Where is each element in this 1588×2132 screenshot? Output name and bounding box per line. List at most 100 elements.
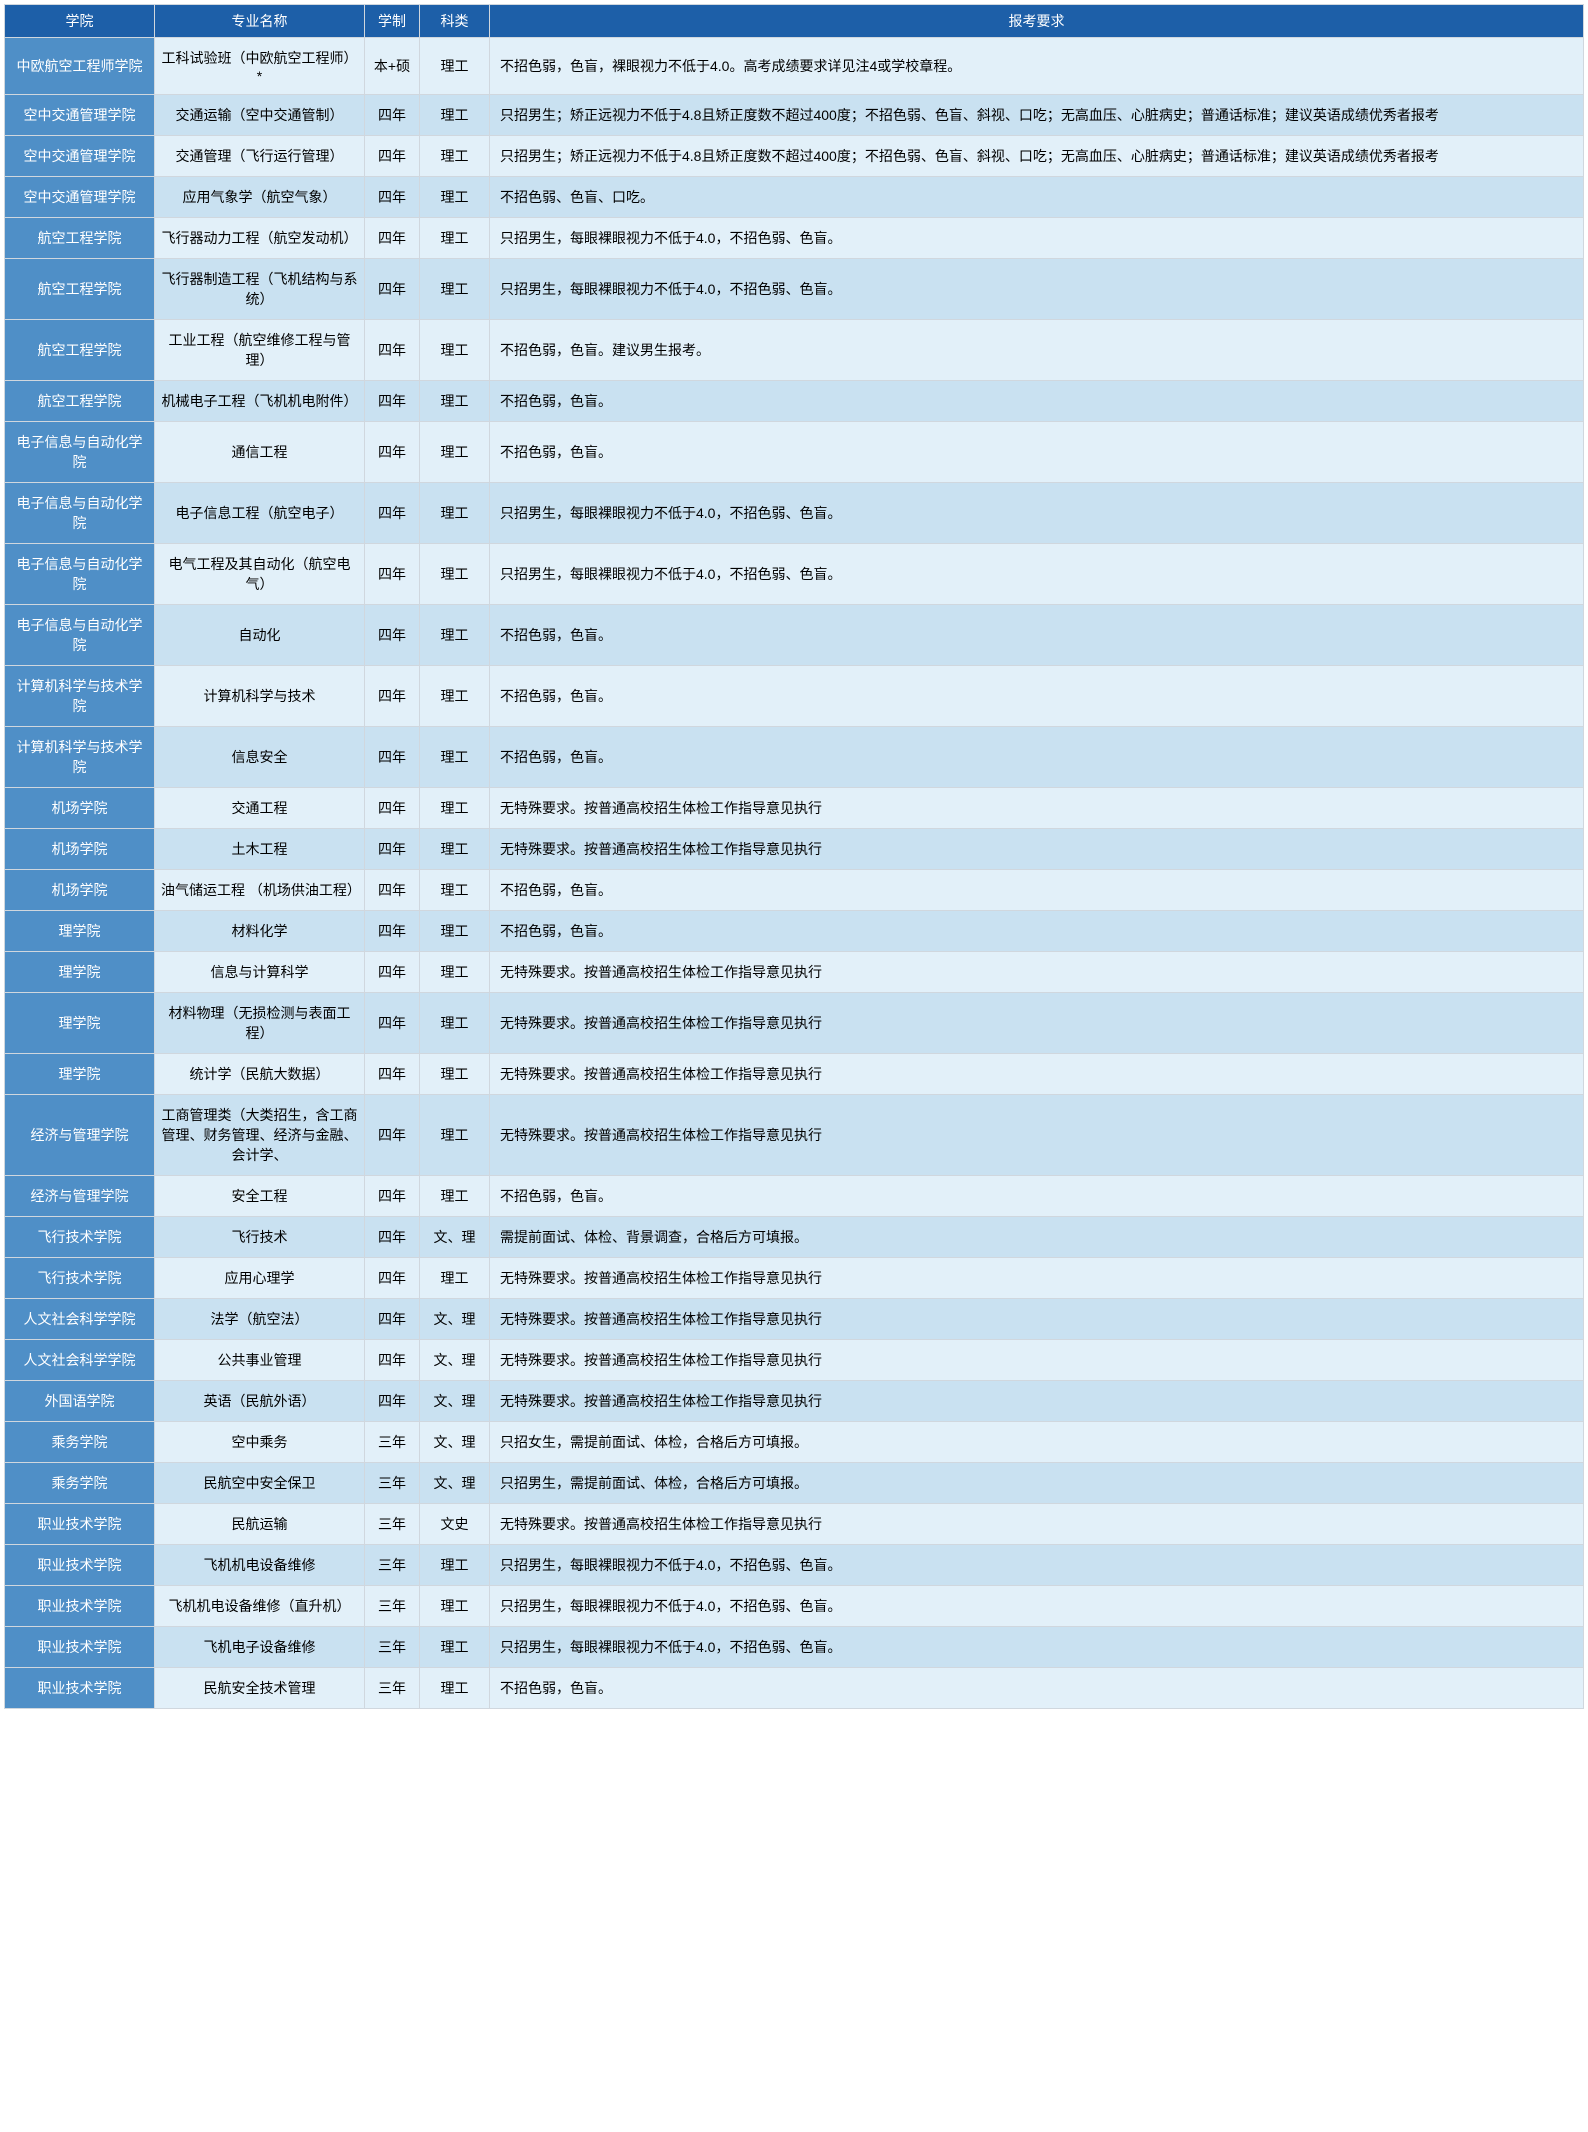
- cell-category: 理工: [420, 218, 490, 259]
- cell-major: 空中乘务: [155, 1422, 365, 1463]
- cell-college: 电子信息与自动化学院: [5, 483, 155, 544]
- cell-requirement: 只招男生，每眼裸眼视力不低于4.0，不招色弱、色盲。: [490, 483, 1584, 544]
- cell-major: 信息安全: [155, 727, 365, 788]
- cell-major: 应用气象学（航空气象）: [155, 177, 365, 218]
- cell-major: 材料化学: [155, 911, 365, 952]
- cell-category: 理工: [420, 727, 490, 788]
- cell-duration: 四年: [365, 177, 420, 218]
- cell-category: 文、理: [420, 1422, 490, 1463]
- cell-college: 理学院: [5, 952, 155, 993]
- table-body: 中欧航空工程师学院工科试验班（中欧航空工程师）*本+硕理工不招色弱，色盲，裸眼视…: [5, 38, 1584, 1709]
- cell-major: 信息与计算科学: [155, 952, 365, 993]
- cell-duration: 四年: [365, 544, 420, 605]
- cell-category: 理工: [420, 1668, 490, 1709]
- cell-requirement: 无特殊要求。按普通高校招生体检工作指导意见执行: [490, 1340, 1584, 1381]
- cell-college: 空中交通管理学院: [5, 177, 155, 218]
- cell-college: 外国语学院: [5, 1381, 155, 1422]
- cell-college: 职业技术学院: [5, 1504, 155, 1545]
- cell-category: 文、理: [420, 1299, 490, 1340]
- table-row: 人文社会科学学院法学（航空法）四年文、理无特殊要求。按普通高校招生体检工作指导意…: [5, 1299, 1584, 1340]
- cell-requirement: 只招女生，需提前面试、体检，合格后方可填报。: [490, 1422, 1584, 1463]
- cell-requirement: 无特殊要求。按普通高校招生体检工作指导意见执行: [490, 1095, 1584, 1176]
- cell-duration: 三年: [365, 1668, 420, 1709]
- cell-requirement: 无特殊要求。按普通高校招生体检工作指导意见执行: [490, 993, 1584, 1054]
- cell-college: 空中交通管理学院: [5, 136, 155, 177]
- table-row: 职业技术学院飞机机电设备维修（直升机）三年理工只招男生，每眼裸眼视力不低于4.0…: [5, 1586, 1584, 1627]
- cell-college: 飞行技术学院: [5, 1217, 155, 1258]
- cell-duration: 三年: [365, 1504, 420, 1545]
- cell-college: 电子信息与自动化学院: [5, 605, 155, 666]
- header-requirement: 报考要求: [490, 5, 1584, 38]
- cell-category: 理工: [420, 1545, 490, 1586]
- header-category: 科类: [420, 5, 490, 38]
- cell-duration: 四年: [365, 422, 420, 483]
- cell-category: 理工: [420, 1176, 490, 1217]
- cell-requirement: 只招男生，每眼裸眼视力不低于4.0，不招色弱、色盲。: [490, 218, 1584, 259]
- cell-college: 电子信息与自动化学院: [5, 544, 155, 605]
- cell-duration: 四年: [365, 1176, 420, 1217]
- table-row: 机场学院交通工程四年理工无特殊要求。按普通高校招生体检工作指导意见执行: [5, 788, 1584, 829]
- cell-major: 民航运输: [155, 1504, 365, 1545]
- cell-category: 理工: [420, 1258, 490, 1299]
- table-row: 电子信息与自动化学院自动化四年理工不招色弱，色盲。: [5, 605, 1584, 666]
- cell-major: 计算机科学与技术: [155, 666, 365, 727]
- cell-college: 中欧航空工程师学院: [5, 38, 155, 95]
- cell-category: 理工: [420, 38, 490, 95]
- cell-category: 理工: [420, 381, 490, 422]
- cell-category: 理工: [420, 870, 490, 911]
- cell-category: 理工: [420, 320, 490, 381]
- cell-major: 飞机机电设备维修（直升机）: [155, 1586, 365, 1627]
- cell-requirement: 无特殊要求。按普通高校招生体检工作指导意见执行: [490, 1381, 1584, 1422]
- table-row: 飞行技术学院飞行技术四年文、理需提前面试、体检、背景调查，合格后方可填报。: [5, 1217, 1584, 1258]
- table-row: 航空工程学院机械电子工程（飞机机电附件）四年理工不招色弱，色盲。: [5, 381, 1584, 422]
- cell-duration: 三年: [365, 1627, 420, 1668]
- cell-category: 文、理: [420, 1381, 490, 1422]
- cell-major: 统计学（民航大数据）: [155, 1054, 365, 1095]
- cell-requirement: 无特殊要求。按普通高校招生体检工作指导意见执行: [490, 829, 1584, 870]
- cell-duration: 四年: [365, 993, 420, 1054]
- cell-category: 理工: [420, 544, 490, 605]
- table-row: 机场学院油气储运工程 （机场供油工程）四年理工不招色弱，色盲。: [5, 870, 1584, 911]
- table-row: 计算机科学与技术学院计算机科学与技术四年理工不招色弱，色盲。: [5, 666, 1584, 727]
- cell-duration: 三年: [365, 1422, 420, 1463]
- table-row: 职业技术学院民航运输三年文史无特殊要求。按普通高校招生体检工作指导意见执行: [5, 1504, 1584, 1545]
- cell-college: 理学院: [5, 993, 155, 1054]
- cell-requirement: 无特殊要求。按普通高校招生体检工作指导意见执行: [490, 952, 1584, 993]
- table-row: 职业技术学院飞机机电设备维修三年理工只招男生，每眼裸眼视力不低于4.0，不招色弱…: [5, 1545, 1584, 1586]
- cell-category: 理工: [420, 1586, 490, 1627]
- cell-requirement: 只招男生；矫正远视力不低于4.8且矫正度数不超过400度；不招色弱、色盲、斜视、…: [490, 95, 1584, 136]
- cell-college: 空中交通管理学院: [5, 95, 155, 136]
- cell-major: 飞机机电设备维修: [155, 1545, 365, 1586]
- table-row: 理学院材料化学四年理工不招色弱，色盲。: [5, 911, 1584, 952]
- cell-category: 理工: [420, 1627, 490, 1668]
- cell-college: 人文社会科学学院: [5, 1340, 155, 1381]
- cell-duration: 四年: [365, 1299, 420, 1340]
- cell-major: 油气储运工程 （机场供油工程）: [155, 870, 365, 911]
- cell-duration: 四年: [365, 259, 420, 320]
- cell-requirement: 不招色弱，色盲。: [490, 911, 1584, 952]
- cell-requirement: 只招男生，每眼裸眼视力不低于4.0，不招色弱、色盲。: [490, 259, 1584, 320]
- cell-category: 文、理: [420, 1217, 490, 1258]
- cell-major: 交通运输（空中交通管制）: [155, 95, 365, 136]
- table-header: 学院 专业名称 学制 科类 报考要求: [5, 5, 1584, 38]
- cell-major: 应用心理学: [155, 1258, 365, 1299]
- cell-major: 通信工程: [155, 422, 365, 483]
- table-row: 航空工程学院飞行器制造工程（飞机结构与系统）四年理工只招男生，每眼裸眼视力不低于…: [5, 259, 1584, 320]
- cell-duration: 四年: [365, 788, 420, 829]
- cell-duration: 四年: [365, 1258, 420, 1299]
- table-row: 空中交通管理学院应用气象学（航空气象）四年理工不招色弱、色盲、口吃。: [5, 177, 1584, 218]
- table-row: 航空工程学院飞行器动力工程（航空发动机）四年理工只招男生，每眼裸眼视力不低于4.…: [5, 218, 1584, 259]
- cell-category: 理工: [420, 95, 490, 136]
- cell-college: 经济与管理学院: [5, 1095, 155, 1176]
- cell-duration: 四年: [365, 95, 420, 136]
- cell-major: 法学（航空法）: [155, 1299, 365, 1340]
- cell-college: 计算机科学与技术学院: [5, 727, 155, 788]
- cell-requirement: 不招色弱，色盲。建议男生报考。: [490, 320, 1584, 381]
- cell-duration: 四年: [365, 218, 420, 259]
- cell-duration: 三年: [365, 1545, 420, 1586]
- cell-requirement: 无特殊要求。按普通高校招生体检工作指导意见执行: [490, 1299, 1584, 1340]
- cell-category: 理工: [420, 605, 490, 666]
- admissions-table: 学院 专业名称 学制 科类 报考要求 中欧航空工程师学院工科试验班（中欧航空工程…: [4, 4, 1584, 1709]
- cell-college: 理学院: [5, 1054, 155, 1095]
- cell-requirement: 无特殊要求。按普通高校招生体检工作指导意见执行: [490, 1054, 1584, 1095]
